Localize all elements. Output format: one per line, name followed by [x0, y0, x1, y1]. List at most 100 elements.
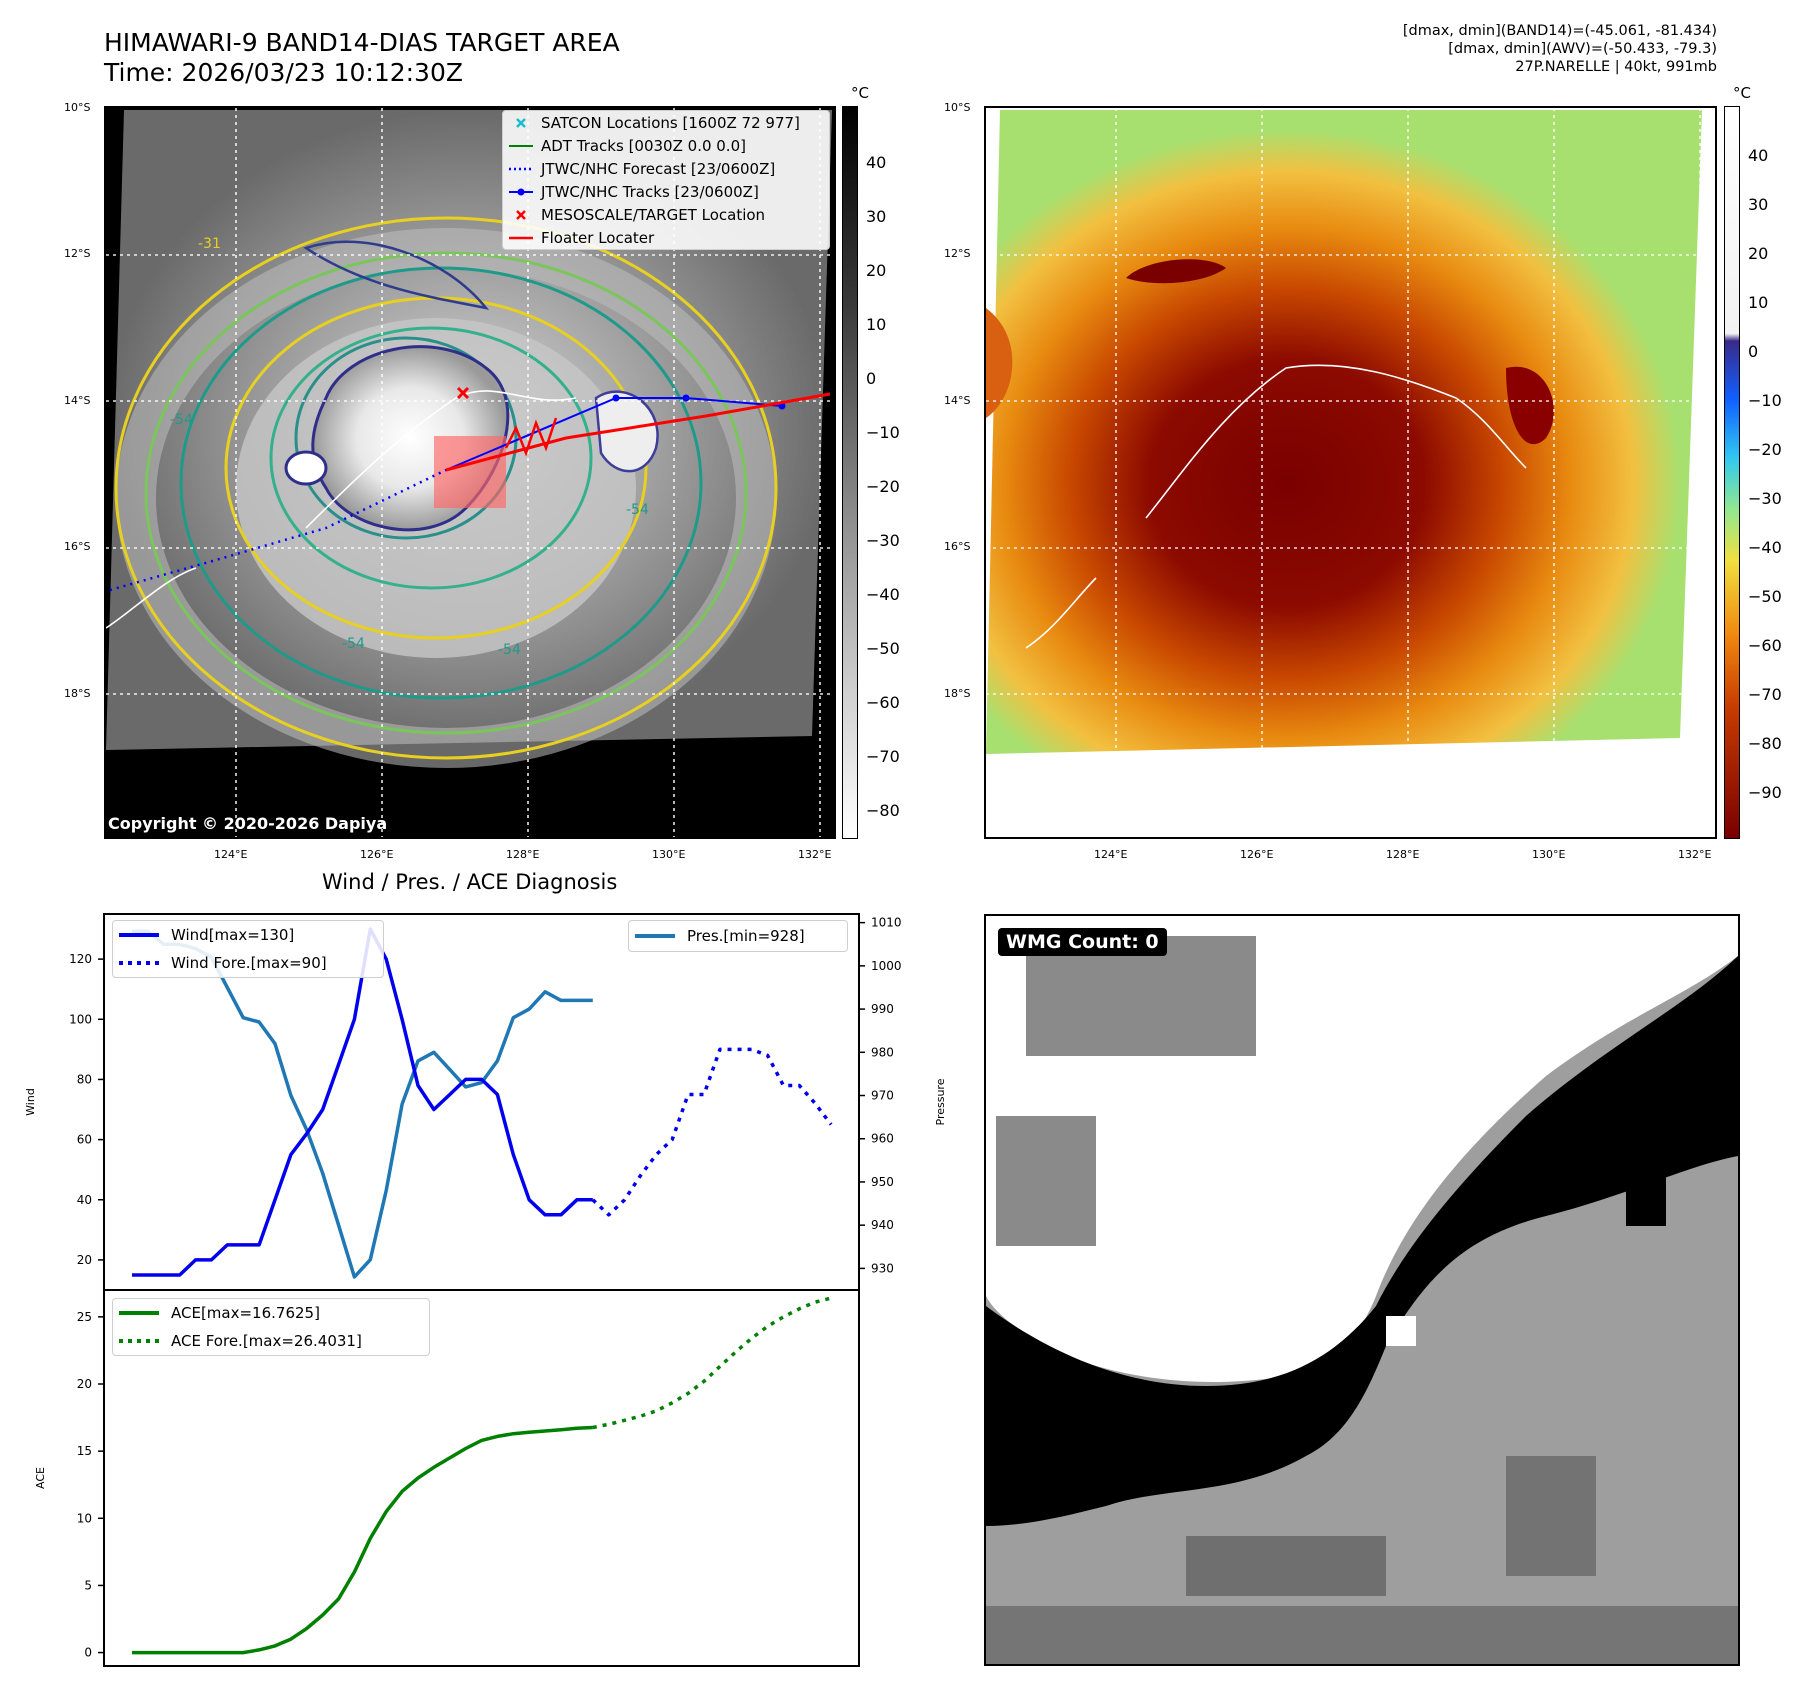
legend-item-wind-forecast: Wind Fore.[max=90] [113, 949, 383, 977]
axis-tick-label: 950 [871, 1175, 894, 1189]
line-marker-icon [119, 1311, 159, 1315]
wv-colorbar-tick: 30 [1748, 195, 1769, 214]
wind-axis-label: Wind [24, 1088, 37, 1116]
info-storm: 27P.NARELLE | 40kt, 991mb [1515, 59, 1717, 75]
ace-axis-label: ACE [34, 1467, 47, 1489]
axis-tick-label: 930 [871, 1261, 894, 1275]
legend-label: ACE[max=16.7625] [171, 1304, 320, 1322]
legend-label: Floater Locater [541, 228, 655, 247]
axis-tick-label: 25 [77, 1310, 92, 1324]
axis-tick-label: 990 [871, 1002, 894, 1016]
contour-label: -54 [626, 502, 649, 518]
contour-label: -54 [170, 412, 193, 428]
contour-label: -31 [198, 236, 221, 252]
legend-item-wind: Wind[max=130] [113, 921, 383, 949]
lat-label: 16°S [944, 540, 971, 553]
wv-colorbar-tick: −60 [1748, 636, 1782, 655]
wv-map-panel [984, 106, 1717, 839]
ir-colorbar-tick: −70 [866, 747, 900, 766]
ir-colorbar-tick: −20 [866, 477, 900, 496]
ace-legend: ACE[max=16.7625] ACE Fore.[max=26.4031] [112, 1298, 430, 1356]
diagnosis-title: Wind / Pres. / ACE Diagnosis [322, 870, 618, 894]
lat-label: 16°S [64, 540, 91, 553]
wv-colorbar-tick: −20 [1748, 440, 1782, 459]
ir-colorbar-tick: −60 [866, 693, 900, 712]
legend-item-ace: ACE[max=16.7625] [113, 1299, 429, 1327]
ir-map-panel: -54 -54 -54 -54 -31 Copyright © 2020-202… [104, 106, 836, 839]
axis-tick-label: 0 [84, 1646, 92, 1660]
lon-label: 128°E [1386, 848, 1420, 861]
series-line-wind-fore- [591, 1047, 833, 1217]
legend-item-jtwc-tracks: JTWC/NHC Tracks [23/0600Z] [503, 180, 829, 203]
legend-label: MESOSCALE/TARGET Location [541, 205, 766, 224]
line-marker-icon [509, 144, 533, 147]
figure-title: HIMAWARI-9 BAND14-DIAS TARGET AREA Time:… [104, 28, 620, 88]
info-awv-range: [dmax, dmin](AWV)=(-50.433, -79.3) [1448, 41, 1717, 57]
ir-colorbar-tick: 30 [866, 207, 887, 226]
legend-item-ace-forecast: ACE Fore.[max=26.4031] [113, 1327, 429, 1355]
ir-colorbar-tick: 0 [866, 369, 877, 388]
axis-tick-label: 120 [69, 952, 92, 966]
wv-colorbar-tick: −10 [1748, 391, 1782, 410]
lat-label: 12°S [944, 247, 971, 260]
cross-marker-icon [516, 209, 526, 220]
lon-label: 130°E [1532, 848, 1566, 861]
lon-label: 128°E [506, 848, 540, 861]
axis-tick-label: 80 [77, 1072, 92, 1086]
line-marker-icon [509, 236, 533, 239]
wv-colorbar-tick: −30 [1748, 489, 1782, 508]
lon-label: 124°E [1094, 848, 1128, 861]
legend-label: ACE Fore.[max=26.4031] [171, 1332, 362, 1350]
axis-tick-label: 10 [77, 1511, 92, 1525]
axis-tick-label: 20 [77, 1253, 92, 1267]
lon-label: 124°E [214, 848, 248, 861]
contour-label: -54 [342, 636, 365, 652]
target-location-marker [456, 386, 470, 400]
legend-label: ADT Tracks [0030Z 0.0 0.0] [541, 136, 746, 155]
lat-label: 18°S [944, 687, 971, 700]
lat-label: 10°S [944, 101, 971, 114]
lat-label: 12°S [64, 247, 91, 260]
map-legend: SATCON Locations [1600Z 72 977] ADT Trac… [502, 110, 830, 250]
lon-label: 126°E [1240, 848, 1274, 861]
figure-title-line1: HIMAWARI-9 BAND14-DIAS TARGET AREA [104, 28, 620, 57]
legend-item-target: MESOSCALE/TARGET Location [503, 203, 829, 226]
wv-colorbar-tick: 0 [1748, 342, 1759, 361]
axis-tick-label: 5 [84, 1578, 92, 1592]
lat-label: 18°S [64, 687, 91, 700]
lon-label: 126°E [360, 848, 394, 861]
axis-tick-label: 40 [77, 1193, 92, 1207]
axis-tick-label: 960 [871, 1132, 894, 1146]
info-band14-range: [dmax, dmin](BAND14)=(-45.061, -81.434) [1402, 23, 1717, 39]
axis-tick-label: 970 [871, 1089, 894, 1103]
wv-colorbar-tick: −70 [1748, 685, 1782, 704]
legend-label: JTWC/NHC Tracks [23/0600Z] [541, 182, 759, 201]
dotted-line-icon [119, 961, 159, 965]
wmg-panel: WMG Count: 0 [984, 914, 1740, 1666]
axis-tick-label: 15 [77, 1444, 92, 1458]
series-line-ace [132, 1425, 593, 1655]
line-marker-icon [119, 933, 159, 937]
ir-colorbar-tick: 10 [866, 315, 887, 334]
axis-tick-label: 1000 [871, 959, 902, 973]
pressure-legend: Pres.[min=928] [628, 920, 848, 952]
wv-colorbar-tick: −40 [1748, 538, 1782, 557]
legend-label: Wind[max=130] [171, 926, 295, 944]
ir-colorbar [842, 106, 858, 839]
lon-label: 132°E [1678, 848, 1712, 861]
legend-label: JTWC/NHC Forecast [23/0600Z] [541, 159, 776, 178]
axis-tick-label: 980 [871, 1045, 894, 1059]
legend-item-floater: Floater Locater [503, 226, 829, 249]
legend-item-adt: ADT Tracks [0030Z 0.0 0.0] [503, 134, 829, 157]
legend-label: Wind Fore.[max=90] [171, 954, 327, 972]
ir-colorbar-tick: 40 [866, 153, 887, 172]
wv-map-image [986, 108, 1715, 837]
legend-item-satcon: SATCON Locations [1600Z 72 977] [503, 111, 829, 134]
axis-tick-label: 940 [871, 1218, 894, 1232]
axis-tick-label: 100 [69, 1012, 92, 1026]
wv-colorbar-tick: 40 [1748, 146, 1769, 165]
legend-item-jtwc-forecast: JTWC/NHC Forecast [23/0600Z] [503, 157, 829, 180]
legend-label: Pres.[min=928] [687, 927, 805, 945]
wv-colorbar-tick: 10 [1748, 293, 1769, 312]
dotted-line-icon [509, 167, 533, 170]
